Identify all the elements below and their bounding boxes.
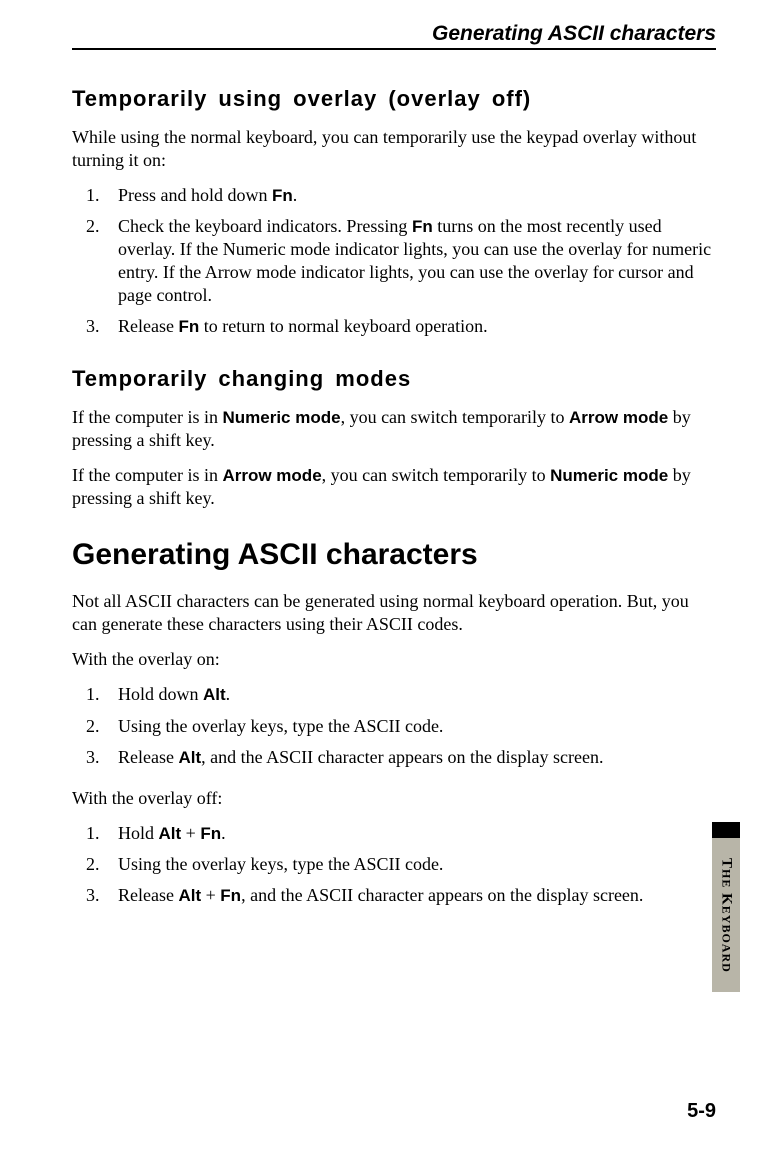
side-tab-black [712,822,740,838]
running-head: Generating ASCII characters [72,22,716,50]
key-alt: Alt [178,886,201,905]
step-item: Release Fn to return to normal keyboard … [72,315,716,338]
para-numeric-to-arrow: If the computer is in Numeric mode, you … [72,406,716,452]
key-alt: Alt [203,685,226,704]
intro-para-ascii: Not all ASCII characters can be generate… [72,590,716,636]
label-overlay-on: With the overlay on: [72,648,716,671]
step-item: Press and hold down Fn. [72,184,716,207]
steps-overlay-off-ascii: Hold Alt + Fn. Using the overlay keys, t… [72,822,716,907]
key-fn: Fn [220,886,241,905]
step-item: Using the overlay keys, type the ASCII c… [72,853,716,876]
step-item: Release Alt + Fn, and the ASCII characte… [72,884,716,907]
page-number: 5-9 [687,1100,716,1123]
steps-overlay-on: Hold down Alt. Using the overlay keys, t… [72,683,716,768]
key-fn: Fn [178,317,199,336]
heading-ascii: Generating ASCII characters [72,538,716,572]
intro-para-1: While using the normal keyboard, you can… [72,126,716,172]
step-item: Hold Alt + Fn. [72,822,716,845]
side-tab-label: THE KEYBOARD [718,858,735,973]
step-item: Release Alt, and the ASCII character app… [72,746,716,769]
key-alt: Alt [159,824,182,843]
key-fn: Fn [200,824,221,843]
steps-overlay-off: Press and hold down Fn. Check the keyboa… [72,184,716,338]
key-alt: Alt [178,748,201,767]
heading-changing-modes: Temporarily changing modes [72,366,716,392]
side-tab-gray: THE KEYBOARD [712,838,740,992]
key-fn: Fn [412,217,433,236]
step-item: Using the overlay keys, type the ASCII c… [72,715,716,738]
heading-overlay-off: Temporarily using overlay (overlay off) [72,86,716,112]
key-fn: Fn [272,186,293,205]
label-overlay-off: With the overlay off: [72,787,716,810]
step-item: Hold down Alt. [72,683,716,706]
para-arrow-to-numeric: If the computer is in Arrow mode, you ca… [72,464,716,510]
side-tab: THE KEYBOARD [712,822,740,992]
step-item: Check the keyboard indicators. Pressing … [72,215,716,307]
